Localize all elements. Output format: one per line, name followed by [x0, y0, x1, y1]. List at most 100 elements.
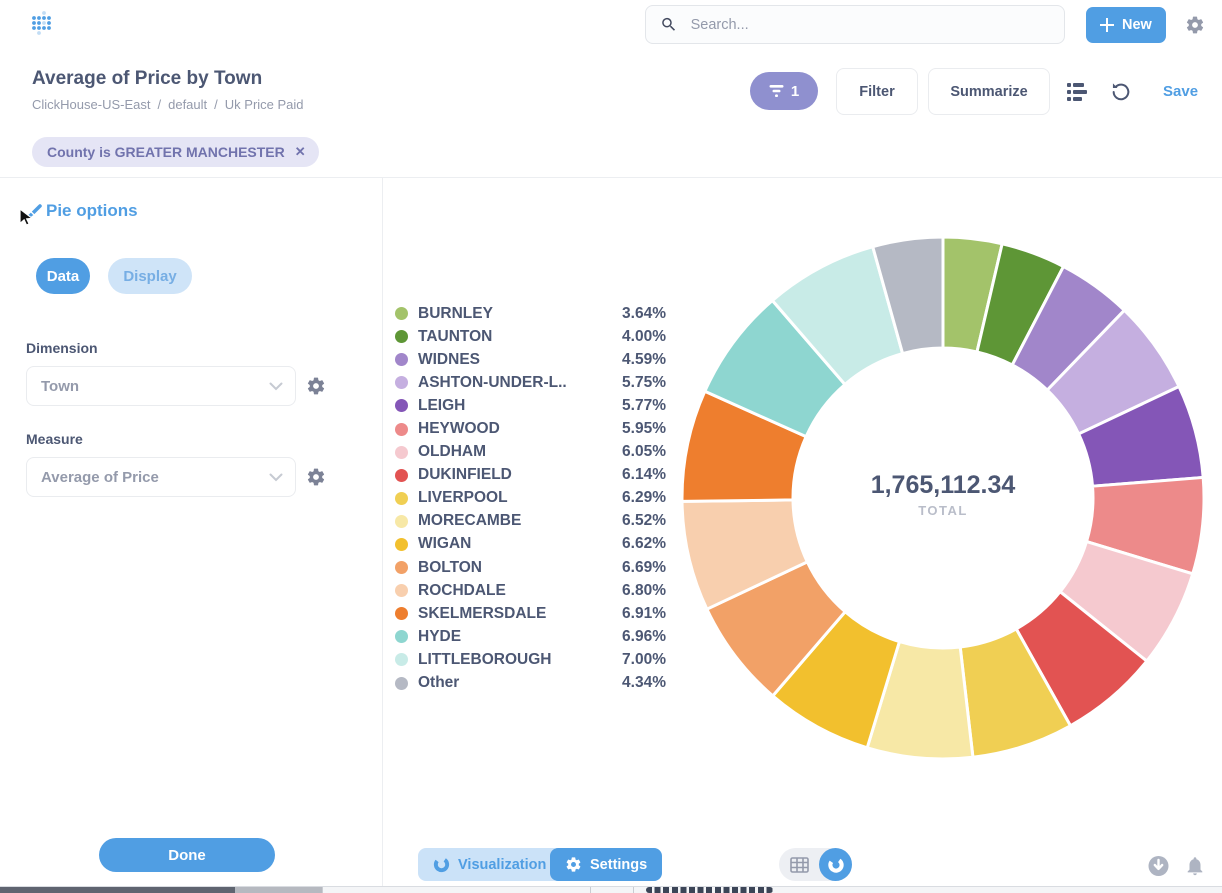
legend-item[interactable]: LEIGH 5.77% [395, 394, 666, 417]
table-view-button[interactable] [779, 856, 819, 873]
legend-item[interactable]: ASHTON-UNDER-L.. 5.75% [395, 371, 666, 394]
legend-color-dot [395, 537, 408, 551]
legend-item[interactable]: HEYWOOD 5.95% [395, 417, 666, 440]
tab-data-label: Data [46, 267, 80, 285]
download-icon[interactable] [1146, 854, 1171, 878]
cutoff-table-text [646, 887, 773, 893]
dimension-settings-gear-icon[interactable] [306, 376, 326, 396]
new-button-label: New [1122, 17, 1152, 33]
measure-value: Average of Price [41, 468, 159, 486]
legend-label: BOLTON [418, 558, 483, 576]
plus-icon [1100, 18, 1114, 32]
mouse-cursor [19, 207, 34, 226]
legend-label: TAUNTON [418, 327, 493, 345]
breadcrumb-database[interactable]: ClickHouse-US-East [32, 97, 151, 112]
visualization-button[interactable]: Visualization [418, 848, 562, 881]
filter-button-label: Filter [859, 83, 895, 100]
legend-color-dot [395, 307, 408, 321]
legend-color-dot [395, 607, 408, 621]
chart-view-button[interactable] [819, 848, 852, 881]
legend-item[interactable]: DUKINFIELD 6.14% [395, 464, 666, 487]
measure-select[interactable]: Average of Price [26, 457, 296, 497]
pie-icon [827, 856, 844, 873]
tab-data[interactable]: Data [36, 258, 90, 294]
legend-percent: 4.00% [622, 327, 666, 345]
summarize-button[interactable]: Summarize [928, 68, 1050, 115]
sidebar-divider [382, 178, 383, 886]
tab-display[interactable]: Display [108, 258, 192, 294]
legend-label: LIVERPOOL [418, 489, 508, 507]
filter-chip[interactable]: County is GREATER MANCHESTER ✕ [32, 137, 319, 167]
legend-item[interactable]: WIGAN 6.62% [395, 533, 666, 556]
legend-label: DUKINFIELD [418, 466, 512, 484]
filter-count-pill[interactable]: 1 [750, 72, 818, 110]
admin-gear-icon[interactable] [1185, 15, 1205, 35]
pie-chart [680, 235, 1206, 761]
legend-item[interactable]: BOLTON 6.69% [395, 556, 666, 579]
paintbrush-icon [26, 204, 42, 218]
legend-color-dot [395, 630, 408, 644]
table-icon [789, 856, 809, 873]
save-button[interactable]: Save [1163, 83, 1199, 100]
breadcrumb-table[interactable]: Uk Price Paid [224, 97, 304, 112]
bottom-strip [0, 886, 1222, 893]
new-button[interactable]: New [1086, 7, 1166, 43]
tab-display-label: Display [123, 267, 177, 285]
legend-item[interactable]: LITTLEBOROUGH 7.00% [395, 648, 666, 671]
metabase-logo[interactable] [30, 10, 58, 38]
legend-label: MORECAMBE [418, 512, 522, 530]
legend-percent: 5.75% [622, 373, 666, 391]
legend-item[interactable]: OLDHAM 6.05% [395, 441, 666, 464]
legend-percent: 6.96% [622, 627, 666, 645]
table-column-border [633, 887, 634, 893]
dimension-select[interactable]: Town [26, 366, 296, 406]
legend-color-dot [395, 653, 408, 667]
breadcrumb-separator: / [214, 97, 218, 112]
legend-item[interactable]: SKELMERSDALE 6.91% [395, 602, 666, 625]
legend-percent: 6.14% [622, 466, 666, 484]
legend-color-dot [395, 330, 408, 344]
legend-label: OLDHAM [418, 443, 487, 461]
legend-color-dot [395, 445, 408, 459]
legend-label: WIDNES [418, 350, 480, 368]
filter-button[interactable]: Filter [836, 68, 918, 115]
done-button[interactable]: Done [99, 838, 275, 872]
measure-settings-gear-icon[interactable] [306, 467, 326, 487]
table-column-border [590, 887, 591, 893]
legend-label: SKELMERSDALE [418, 604, 547, 622]
breadcrumb-schema[interactable]: default [168, 97, 208, 112]
horizontal-scrollbar-thumb[interactable] [0, 887, 235, 893]
legend-item[interactable]: LIVERPOOL 6.29% [395, 487, 666, 510]
legend-percent: 5.95% [622, 420, 666, 438]
legend-percent: 6.52% [622, 512, 666, 530]
question-title[interactable]: Average of Price by Town [32, 68, 263, 89]
legend-color-dot [395, 676, 408, 690]
notebook-editor-icon[interactable] [1066, 82, 1088, 102]
legend-item[interactable]: ROCHDALE 6.80% [395, 579, 666, 602]
breadcrumb-separator: / [157, 97, 162, 112]
legend-item[interactable]: MORECAMBE 6.52% [395, 510, 666, 533]
bell-icon[interactable] [1184, 854, 1206, 878]
refresh-icon[interactable] [1110, 81, 1132, 103]
settings-button[interactable]: Settings [550, 848, 663, 881]
search-bar[interactable] [645, 5, 1065, 44]
legend-item[interactable]: WIDNES 4.59% [395, 348, 666, 371]
summarize-button-label: Summarize [950, 83, 1028, 100]
pie-slice[interactable] [871, 235, 945, 356]
legend-item[interactable]: HYDE 6.96% [395, 625, 666, 648]
search-input[interactable] [688, 15, 1050, 34]
breadcrumb: ClickHouse-US-East / default / Uk Price … [32, 97, 304, 112]
filter-count: 1 [790, 82, 800, 100]
legend-item[interactable]: Other 4.34% [395, 672, 666, 695]
filter-chip-close-icon[interactable]: ✕ [294, 144, 306, 159]
dimension-value: Town [41, 377, 80, 395]
legend-label: ROCHDALE [418, 581, 506, 599]
legend-color-dot [395, 353, 408, 367]
legend-label: HYDE [418, 627, 462, 645]
legend-percent: 6.29% [622, 489, 666, 507]
legend-percent: 7.00% [622, 650, 666, 668]
legend-label: LEIGH [418, 396, 466, 414]
legend-item[interactable]: BURNLEY 3.64% [395, 302, 666, 325]
header-divider [0, 177, 1222, 178]
legend-item[interactable]: TAUNTON 4.00% [395, 325, 666, 348]
